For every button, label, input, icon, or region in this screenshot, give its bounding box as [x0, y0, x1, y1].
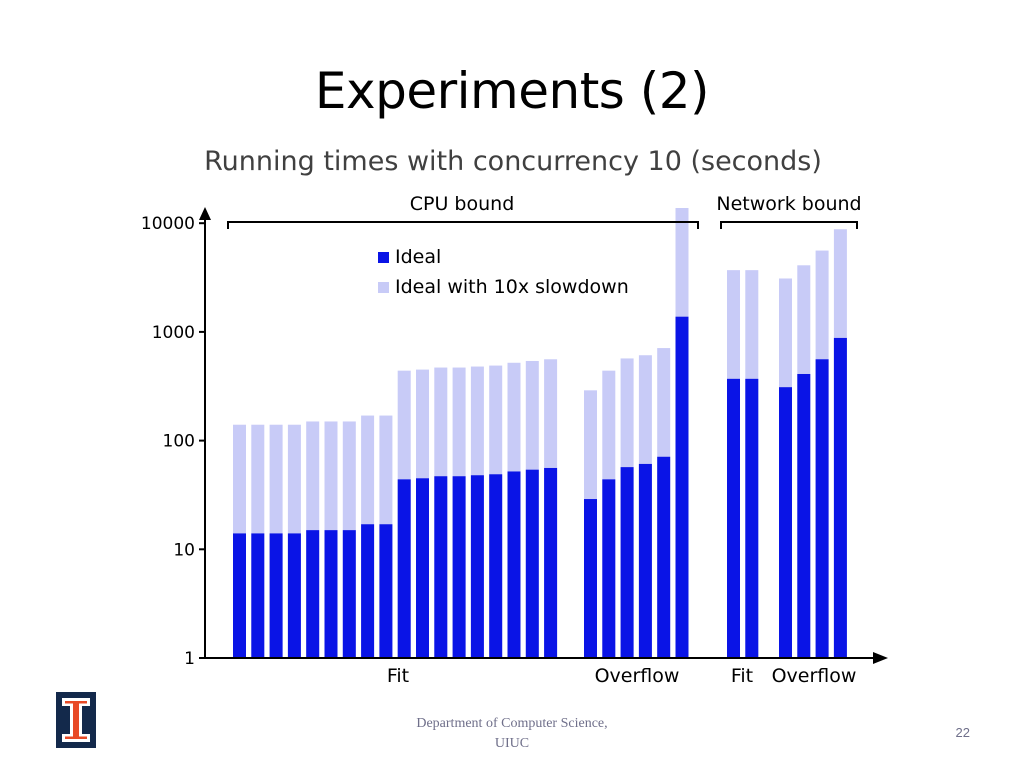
bar-ideal: [779, 387, 792, 658]
bar-ideal: [306, 530, 320, 658]
bar-ideal: [675, 316, 689, 658]
bar-ideal: [544, 467, 558, 658]
group-bracket: [227, 221, 699, 229]
y-tick-label: 10000: [141, 214, 195, 234]
y-axis-arrow-icon: [199, 207, 211, 220]
legend-swatch: [378, 282, 389, 293]
x-group-label: Fit: [387, 665, 409, 687]
bar-ideal: [324, 530, 338, 658]
chart-title: Running times with concurrency 10 (secon…: [204, 146, 822, 177]
bar-ideal: [727, 378, 740, 658]
bar-ideal: [489, 474, 503, 658]
footer-department: Department of Computer Science, UIUC: [362, 714, 662, 754]
legend-label: Ideal: [395, 246, 441, 268]
bar-ideal: [470, 475, 484, 658]
bar-ideal: [602, 479, 616, 658]
group-bracket: [720, 221, 858, 229]
legend-label: Ideal with 10x slowdown: [395, 276, 629, 298]
page-number: 22: [955, 725, 970, 740]
bar-ideal: [745, 378, 759, 658]
y-tick-label: 1: [184, 649, 195, 669]
bar-ideal: [251, 533, 265, 658]
bar-ideal: [397, 479, 411, 658]
x-group-label: Overflow: [772, 665, 857, 687]
footer-line2: UIUC: [494, 736, 530, 751]
bar-ideal: [233, 533, 246, 658]
bar-ideal: [361, 524, 375, 658]
bar-ideal: [507, 471, 521, 658]
bar-ideal: [815, 359, 829, 658]
bar-ideal: [434, 476, 448, 658]
bar-ideal: [416, 478, 429, 658]
slide-title: Experiments (2): [314, 62, 710, 120]
bar-ideal: [379, 524, 393, 658]
bar-ideal: [287, 533, 301, 658]
y-tick-label: 10: [173, 540, 195, 560]
bar-ideal: [833, 337, 847, 658]
group-label: CPU bound: [410, 193, 515, 215]
bar-ideal: [452, 476, 466, 658]
y-tick-label: 1000: [152, 323, 195, 343]
x-group-label: Overflow: [595, 665, 680, 687]
bar-ideal: [638, 463, 652, 658]
bar-ideal: [525, 469, 539, 658]
footer-line1: Department of Computer Science,: [416, 716, 608, 731]
x-group-label: Fit: [731, 665, 753, 687]
bar-ideal: [797, 373, 811, 658]
bar-ideal: [584, 499, 597, 658]
group-label: Network bound: [716, 193, 861, 215]
illinois-logo: [56, 692, 96, 748]
bar-ideal: [657, 456, 671, 658]
legend-swatch: [378, 252, 389, 263]
y-tick-label: 100: [163, 432, 195, 452]
bar-ideal: [620, 467, 634, 658]
bar-ideal: [342, 530, 356, 658]
x-axis-arrow-icon: [873, 652, 888, 664]
bar-ideal: [269, 533, 283, 658]
